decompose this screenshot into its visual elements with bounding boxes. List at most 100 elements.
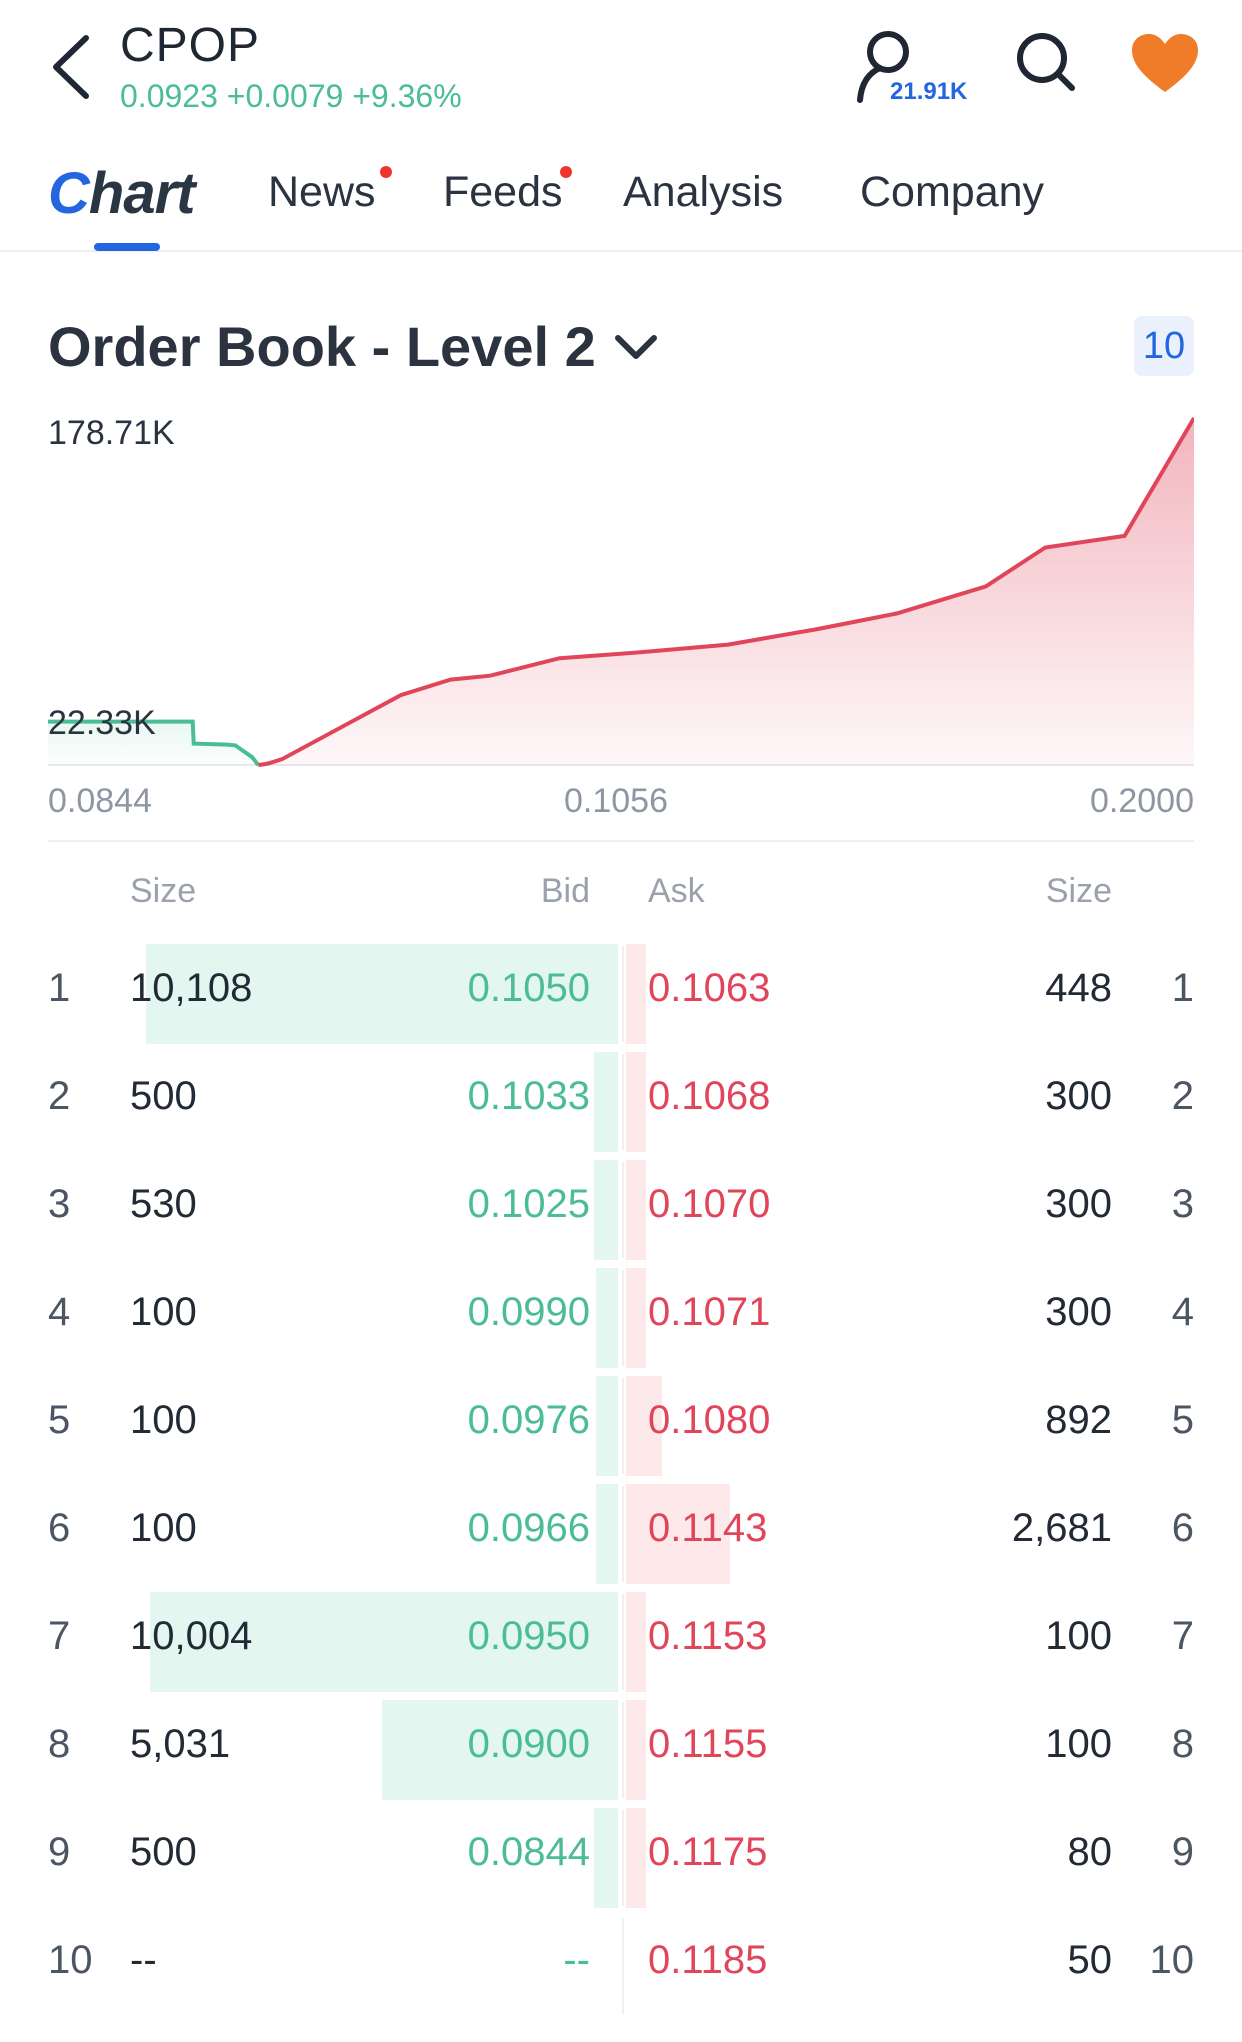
bid-depth-bar (150, 1592, 618, 1692)
ask-size: 50 (1067, 1938, 1113, 1982)
table-row[interactable]: 3 530 0.1025 0.1070 300 3 (0, 1156, 1242, 1264)
bid-size: 100 (130, 1290, 197, 1334)
ask-price: 0.1068 (648, 1074, 771, 1118)
bid-header: Bid (540, 872, 590, 910)
bid-level-index: 6 (48, 1506, 71, 1550)
bid-level-index: 8 (48, 1722, 71, 1766)
bid-depth-bar (145, 944, 618, 1044)
table-row[interactable]: 9 500 0.0844 0.1175 80 9 (0, 1804, 1242, 1912)
bid-size-header: Size (130, 872, 197, 910)
table-row[interactable]: 4 100 0.0990 0.1071 300 4 (0, 1264, 1242, 1372)
price-quote: 0.0923 +0.0079 +9.36% (120, 78, 462, 114)
table-row[interactable]: 8 5,031 0.0900 0.1155 100 8 (0, 1696, 1242, 1804)
feeds-notification-dot (560, 166, 572, 178)
bid-depth-line (48, 719, 260, 767)
row-center-divider (622, 1486, 624, 1582)
ask-level-index: 8 (1171, 1722, 1194, 1766)
row-center-divider (622, 1918, 624, 2014)
ask-size: 100 (1045, 1722, 1112, 1766)
ask-level-index: 10 (1149, 1938, 1195, 1982)
ask-level-index: 7 (1171, 1614, 1194, 1658)
ask-depth-bar (626, 944, 646, 1044)
ask-depth-bar (626, 1700, 646, 1800)
ask-level-index: 3 (1171, 1182, 1194, 1226)
ask-size: 892 (1045, 1398, 1112, 1442)
ask-price: 0.1153 (648, 1614, 768, 1658)
tab-company[interactable]: Company (860, 168, 1045, 216)
ticker-symbol: CPOP (120, 19, 261, 72)
ask-size: 100 (1045, 1614, 1112, 1658)
bid-price: 0.1025 (467, 1182, 590, 1226)
ask-size-header: Size (1045, 872, 1112, 910)
tab-chart[interactable]: Chart (48, 161, 195, 226)
ask-size: 448 (1045, 966, 1112, 1010)
bid-size: 500 (130, 1074, 197, 1118)
ask-price: 0.1070 (648, 1182, 771, 1226)
bid-depth-bar (593, 1160, 618, 1260)
heart-icon[interactable] (1130, 32, 1200, 96)
bid-depth-bar (596, 1268, 618, 1368)
depth-level-selector[interactable]: 10 (1134, 316, 1194, 376)
x-axis-label-mid: 0.1056 (564, 782, 668, 820)
ask-size: 300 (1045, 1074, 1112, 1118)
bid-price: 0.0900 (467, 1722, 590, 1766)
row-center-divider (622, 1378, 624, 1474)
bid-size: -- (130, 1938, 157, 1982)
tab-analysis[interactable]: Analysis (623, 168, 784, 216)
search-icon[interactable] (1014, 30, 1078, 94)
header: CPOP 0.0923 +0.0079 +9.36% 21.91K (0, 0, 1242, 130)
bid-size: 530 (130, 1182, 197, 1226)
y-axis-min-label: 22.33K (48, 704, 156, 742)
bid-price: 0.1050 (467, 966, 590, 1010)
ask-level-index: 1 (1171, 966, 1194, 1010)
table-row[interactable]: 2 500 0.1033 0.1068 300 2 (0, 1048, 1242, 1156)
row-center-divider (622, 1810, 624, 1906)
bid-depth-area (48, 721, 259, 765)
bid-depth-bar (593, 1052, 618, 1152)
active-tab-indicator (94, 243, 160, 251)
back-arrow-icon[interactable] (44, 28, 98, 106)
bid-depth-bar (596, 1376, 618, 1476)
follower-count: 21.91K (886, 78, 972, 106)
bid-size: 100 (130, 1506, 197, 1550)
tab-feeds[interactable]: Feeds (443, 168, 563, 216)
chevron-down-icon[interactable] (612, 328, 660, 368)
user-follow-icon[interactable] (852, 30, 982, 110)
bid-depth-bar (596, 1484, 618, 1584)
ask-depth-area (258, 418, 1194, 765)
ask-depth-bar (626, 1808, 646, 1908)
bid-price: 0.1033 (467, 1074, 590, 1118)
ask-depth-bar (626, 1160, 646, 1260)
ask-size: 80 (1067, 1830, 1113, 1874)
ask-size: 300 (1045, 1182, 1112, 1226)
ask-depth-bar (626, 1592, 646, 1692)
bid-price: 0.0976 (467, 1398, 590, 1442)
ask-price: 0.1063 (648, 966, 771, 1010)
bid-size: 5,031 (130, 1722, 231, 1766)
ask-level-index: 4 (1171, 1290, 1194, 1334)
bid-price: 0.0966 (467, 1506, 590, 1550)
x-axis-label-left: 0.0844 (48, 782, 152, 820)
ask-price: 0.1155 (648, 1722, 768, 1766)
ask-depth-bar (626, 1052, 646, 1152)
tab-bar: Chart News Feeds Analysis Company (0, 140, 1242, 252)
bid-size: 10,004 (130, 1614, 253, 1658)
bid-level-index: 5 (48, 1398, 71, 1442)
table-row[interactable]: 10 -- -- 0.1185 50 10 (0, 1912, 1242, 2020)
bid-depth-bar (381, 1700, 618, 1800)
y-axis-max-label: 178.71K (48, 414, 175, 452)
bid-depth-bar (593, 1808, 618, 1908)
ask-price: 0.1080 (648, 1398, 771, 1442)
row-center-divider (622, 1162, 624, 1258)
ask-level-index: 2 (1171, 1074, 1194, 1118)
ask-price: 0.1143 (648, 1506, 768, 1550)
order-book-title[interactable]: Order Book - Level 2 (48, 315, 596, 378)
tab-news[interactable]: News (268, 168, 376, 216)
table-row[interactable]: 5 100 0.0976 0.1080 892 5 (0, 1372, 1242, 1480)
depth-chart (48, 416, 1194, 767)
table-row[interactable]: 6 100 0.0966 0.1143 2,681 6 (0, 1480, 1242, 1588)
bid-price: 0.0844 (467, 1830, 590, 1874)
ask-depth-bar (626, 1268, 646, 1368)
table-row[interactable]: 7 10,004 0.0950 0.1153 100 7 (0, 1588, 1242, 1696)
table-row[interactable]: 1 10,108 0.1050 0.1063 448 1 (0, 940, 1242, 1048)
